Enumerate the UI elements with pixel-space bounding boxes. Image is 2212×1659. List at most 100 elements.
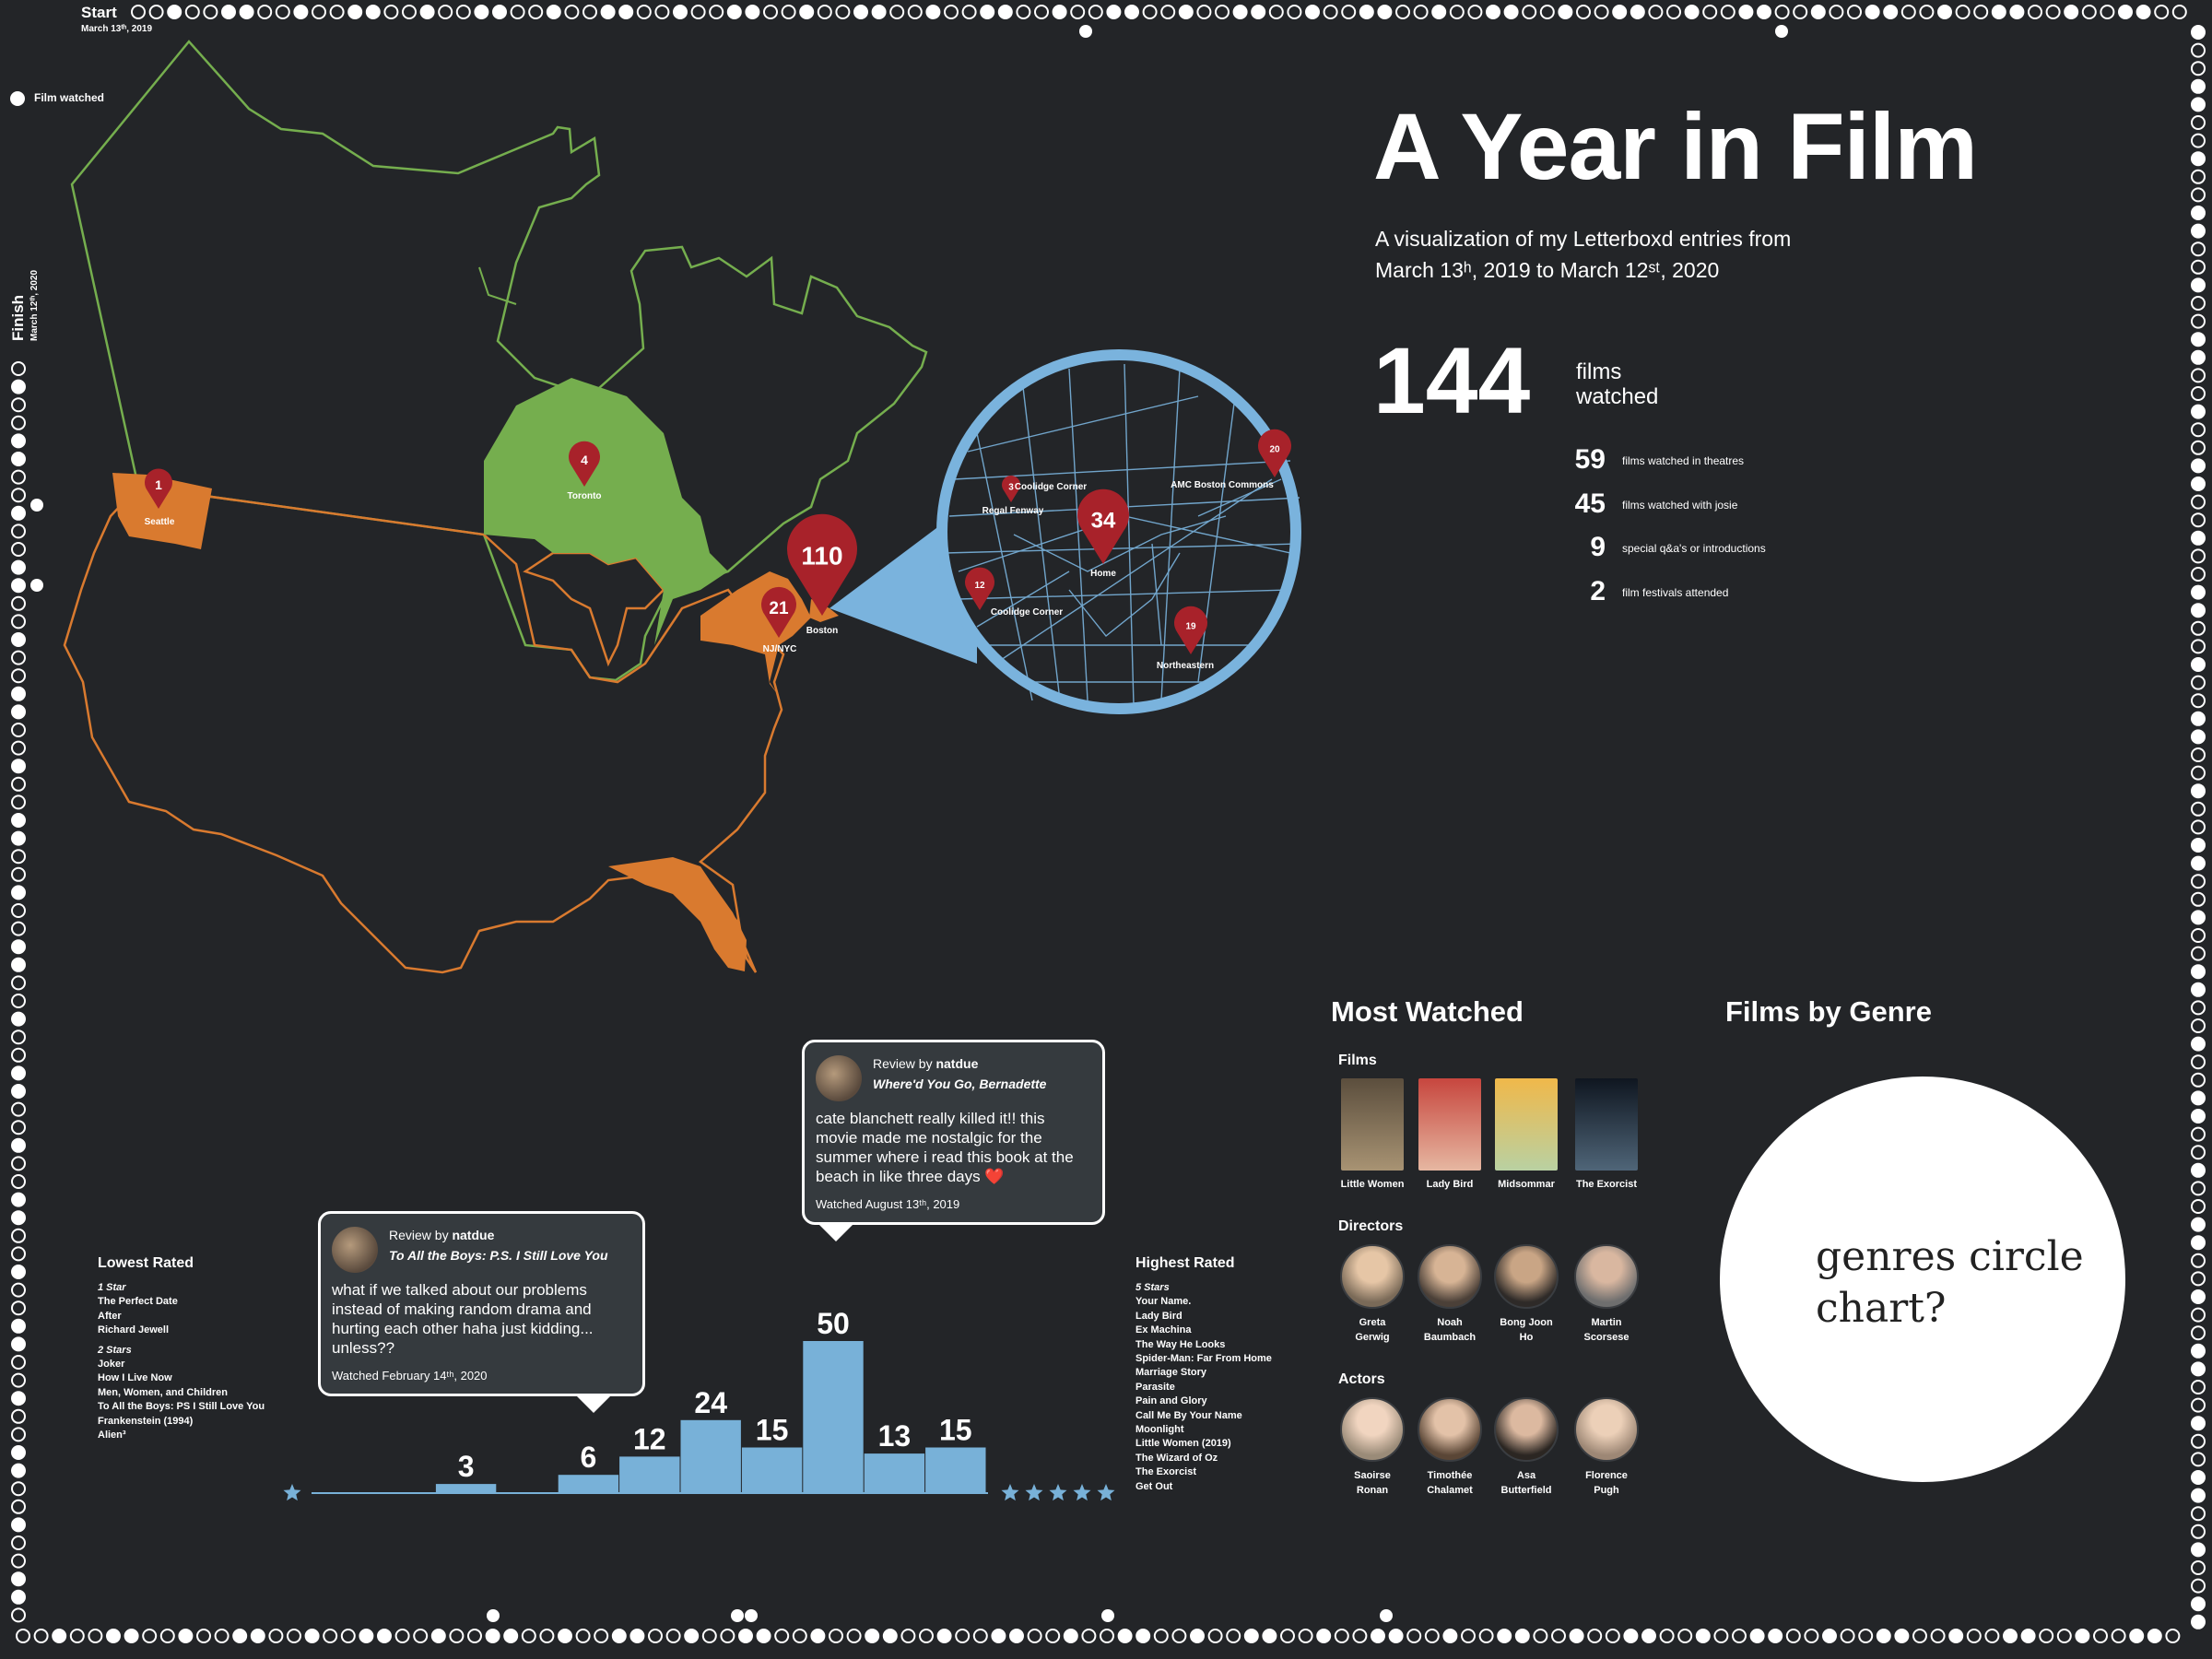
page-title: A Year in Film bbox=[1373, 94, 1978, 199]
list-item[interactable]: To All the Boys: PS I Still Love You bbox=[98, 1401, 265, 1413]
pin-label: Boston bbox=[806, 626, 839, 636]
timeline-dot bbox=[1793, 5, 1808, 19]
list-item[interactable]: The Way He Looks bbox=[1135, 1338, 1226, 1350]
stat-row: 45 films watched with josie bbox=[1465, 488, 2018, 522]
timeline-dot bbox=[2191, 1253, 2206, 1268]
map-pin[interactable]: 3 bbox=[1002, 476, 1020, 502]
list-item[interactable]: Lady Bird bbox=[1135, 1310, 1182, 1322]
timeline-dot bbox=[2191, 1452, 2206, 1467]
timeline-dot bbox=[11, 1030, 26, 1045]
review-film-title[interactable]: Where'd You Go, Bernadette bbox=[873, 1077, 1047, 1091]
review-card-bernadette: Review by natdue Where'd You Go, Bernade… bbox=[802, 1040, 1105, 1241]
film-tile[interactable]: The Exorcist bbox=[1570, 1078, 1643, 1192]
map-pin[interactable]: 21 bbox=[761, 586, 797, 638]
timeline-dot bbox=[1178, 5, 1194, 19]
name-line-2: Chalamet bbox=[1427, 1485, 1473, 1496]
list-item[interactable]: Parasite bbox=[1135, 1381, 1175, 1393]
histogram-bar[interactable] bbox=[619, 1456, 680, 1493]
review-user[interactable]: natdue bbox=[452, 1228, 495, 1242]
list-item[interactable]: Moonlight bbox=[1135, 1424, 1184, 1436]
timeline-dot bbox=[1774, 5, 1790, 19]
timeline-dot bbox=[11, 1553, 26, 1569]
person-name: Saoirse Ronan bbox=[1335, 1468, 1409, 1498]
timeline-dot bbox=[2191, 1307, 2206, 1323]
map-pin[interactable]: 20 bbox=[1258, 429, 1291, 477]
film-tile[interactable]: Little Women bbox=[1335, 1078, 1409, 1192]
timeline-dot bbox=[2191, 97, 2206, 112]
timeline-dot bbox=[528, 5, 544, 19]
timeline-dot bbox=[2191, 1614, 2206, 1630]
timeline-dot bbox=[575, 1629, 591, 1643]
director-tile[interactable]: Martin Scorsese bbox=[1570, 1244, 1643, 1345]
map-pin[interactable]: 19 bbox=[1174, 606, 1207, 654]
histogram-bar[interactable] bbox=[435, 1484, 497, 1493]
film-tile[interactable]: Midsommar bbox=[1489, 1078, 1563, 1192]
list-item[interactable]: Alien³ bbox=[98, 1430, 126, 1441]
histogram-bar[interactable] bbox=[680, 1419, 741, 1493]
timeline-dot bbox=[564, 5, 580, 19]
list-item[interactable]: How I Live Now bbox=[98, 1372, 172, 1384]
review-pointer bbox=[577, 1396, 610, 1413]
map-pin[interactable]: 34 bbox=[1077, 488, 1129, 564]
list-item[interactable]: The Exorcist bbox=[1135, 1466, 1197, 1478]
timeline-dot bbox=[485, 1629, 500, 1643]
actor-tile[interactable]: Florence Pugh bbox=[1570, 1397, 1643, 1498]
timeline-dot bbox=[11, 1011, 26, 1027]
histogram-bar[interactable] bbox=[558, 1475, 619, 1493]
timeline-dot bbox=[2191, 801, 2206, 817]
map-pin[interactable]: 1 bbox=[145, 468, 172, 510]
film-poster bbox=[1575, 1078, 1638, 1171]
timeline-dot bbox=[1377, 5, 1393, 19]
histogram-bar[interactable] bbox=[925, 1447, 986, 1494]
list-item[interactable]: Marriage Story bbox=[1135, 1367, 1207, 1379]
films-heading: Films bbox=[1338, 1053, 1377, 1068]
list-item[interactable]: Get Out bbox=[1135, 1480, 1173, 1492]
timeline-dot bbox=[2191, 1217, 2206, 1232]
map-pin[interactable]: 4 bbox=[569, 441, 600, 487]
review-film-title[interactable]: To All the Boys: P.S. I Still Love You bbox=[389, 1248, 608, 1263]
director-tile[interactable]: Bong Joon Ho bbox=[1489, 1244, 1563, 1345]
director-tile[interactable]: Greta Gerwig bbox=[1335, 1244, 1409, 1345]
list-item[interactable]: Your Name. bbox=[1135, 1296, 1192, 1308]
histogram-bar[interactable] bbox=[864, 1453, 925, 1493]
list-item[interactable]: After bbox=[98, 1310, 122, 1322]
timeline-dot bbox=[1124, 5, 1139, 19]
list-item[interactable]: Richard Jewell bbox=[98, 1324, 170, 1336]
list-item[interactable]: Men, Women, and Children bbox=[98, 1386, 228, 1398]
timeline-dot bbox=[11, 1101, 26, 1117]
list-item[interactable]: The Perfect Date bbox=[98, 1296, 178, 1308]
timeline-dot bbox=[1298, 1629, 1313, 1643]
timeline-dot bbox=[1142, 5, 1158, 19]
director-tile[interactable]: Noah Baumbach bbox=[1413, 1244, 1487, 1345]
timeline-dot bbox=[11, 1300, 26, 1316]
avatar bbox=[1574, 1397, 1639, 1462]
pin-label: AMC Boston Commons bbox=[1171, 480, 1274, 490]
histogram-bar[interactable] bbox=[803, 1341, 864, 1493]
histogram-bar[interactable] bbox=[741, 1447, 803, 1494]
list-item[interactable]: The Wizard of Oz bbox=[1135, 1452, 1218, 1464]
review-user[interactable]: natdue bbox=[935, 1056, 979, 1071]
list-item[interactable]: Call Me By Your Name bbox=[1135, 1409, 1242, 1421]
list-item[interactable]: Little Women (2019) bbox=[1135, 1438, 1231, 1450]
list-item[interactable]: Frankenstein (1994) bbox=[98, 1415, 194, 1427]
film-tile[interactable]: Lady Bird bbox=[1413, 1078, 1487, 1192]
list-item[interactable]: Joker bbox=[98, 1359, 125, 1371]
map-pin[interactable]: 110 bbox=[787, 513, 857, 616]
actor-tile[interactable]: Saoirse Ronan bbox=[1335, 1397, 1409, 1498]
timeline-milestone-dot bbox=[30, 579, 43, 592]
pin-label: Seattle bbox=[144, 517, 175, 527]
timeline-dot bbox=[11, 614, 26, 629]
actor-tile[interactable]: Timothée Chalamet bbox=[1413, 1397, 1487, 1498]
timeline-dot bbox=[347, 5, 363, 19]
list-item[interactable]: Ex Machina bbox=[1135, 1324, 1192, 1336]
timeline-dot bbox=[1919, 5, 1935, 19]
timeline-dot bbox=[2191, 169, 2206, 184]
timeline-dot bbox=[1948, 1629, 1964, 1643]
timeline-dot bbox=[11, 542, 26, 557]
list-item[interactable]: Spider-Man: Far From Home bbox=[1135, 1353, 1272, 1365]
map-pin[interactable]: 12 bbox=[965, 567, 994, 610]
genres-circle-placeholder: genres circle chart? bbox=[1720, 1077, 2125, 1482]
histogram-bar-label: 6 bbox=[581, 1441, 597, 1474]
list-item[interactable]: Pain and Glory bbox=[1135, 1395, 1207, 1407]
actor-tile[interactable]: Asa Butterfield bbox=[1489, 1397, 1563, 1498]
